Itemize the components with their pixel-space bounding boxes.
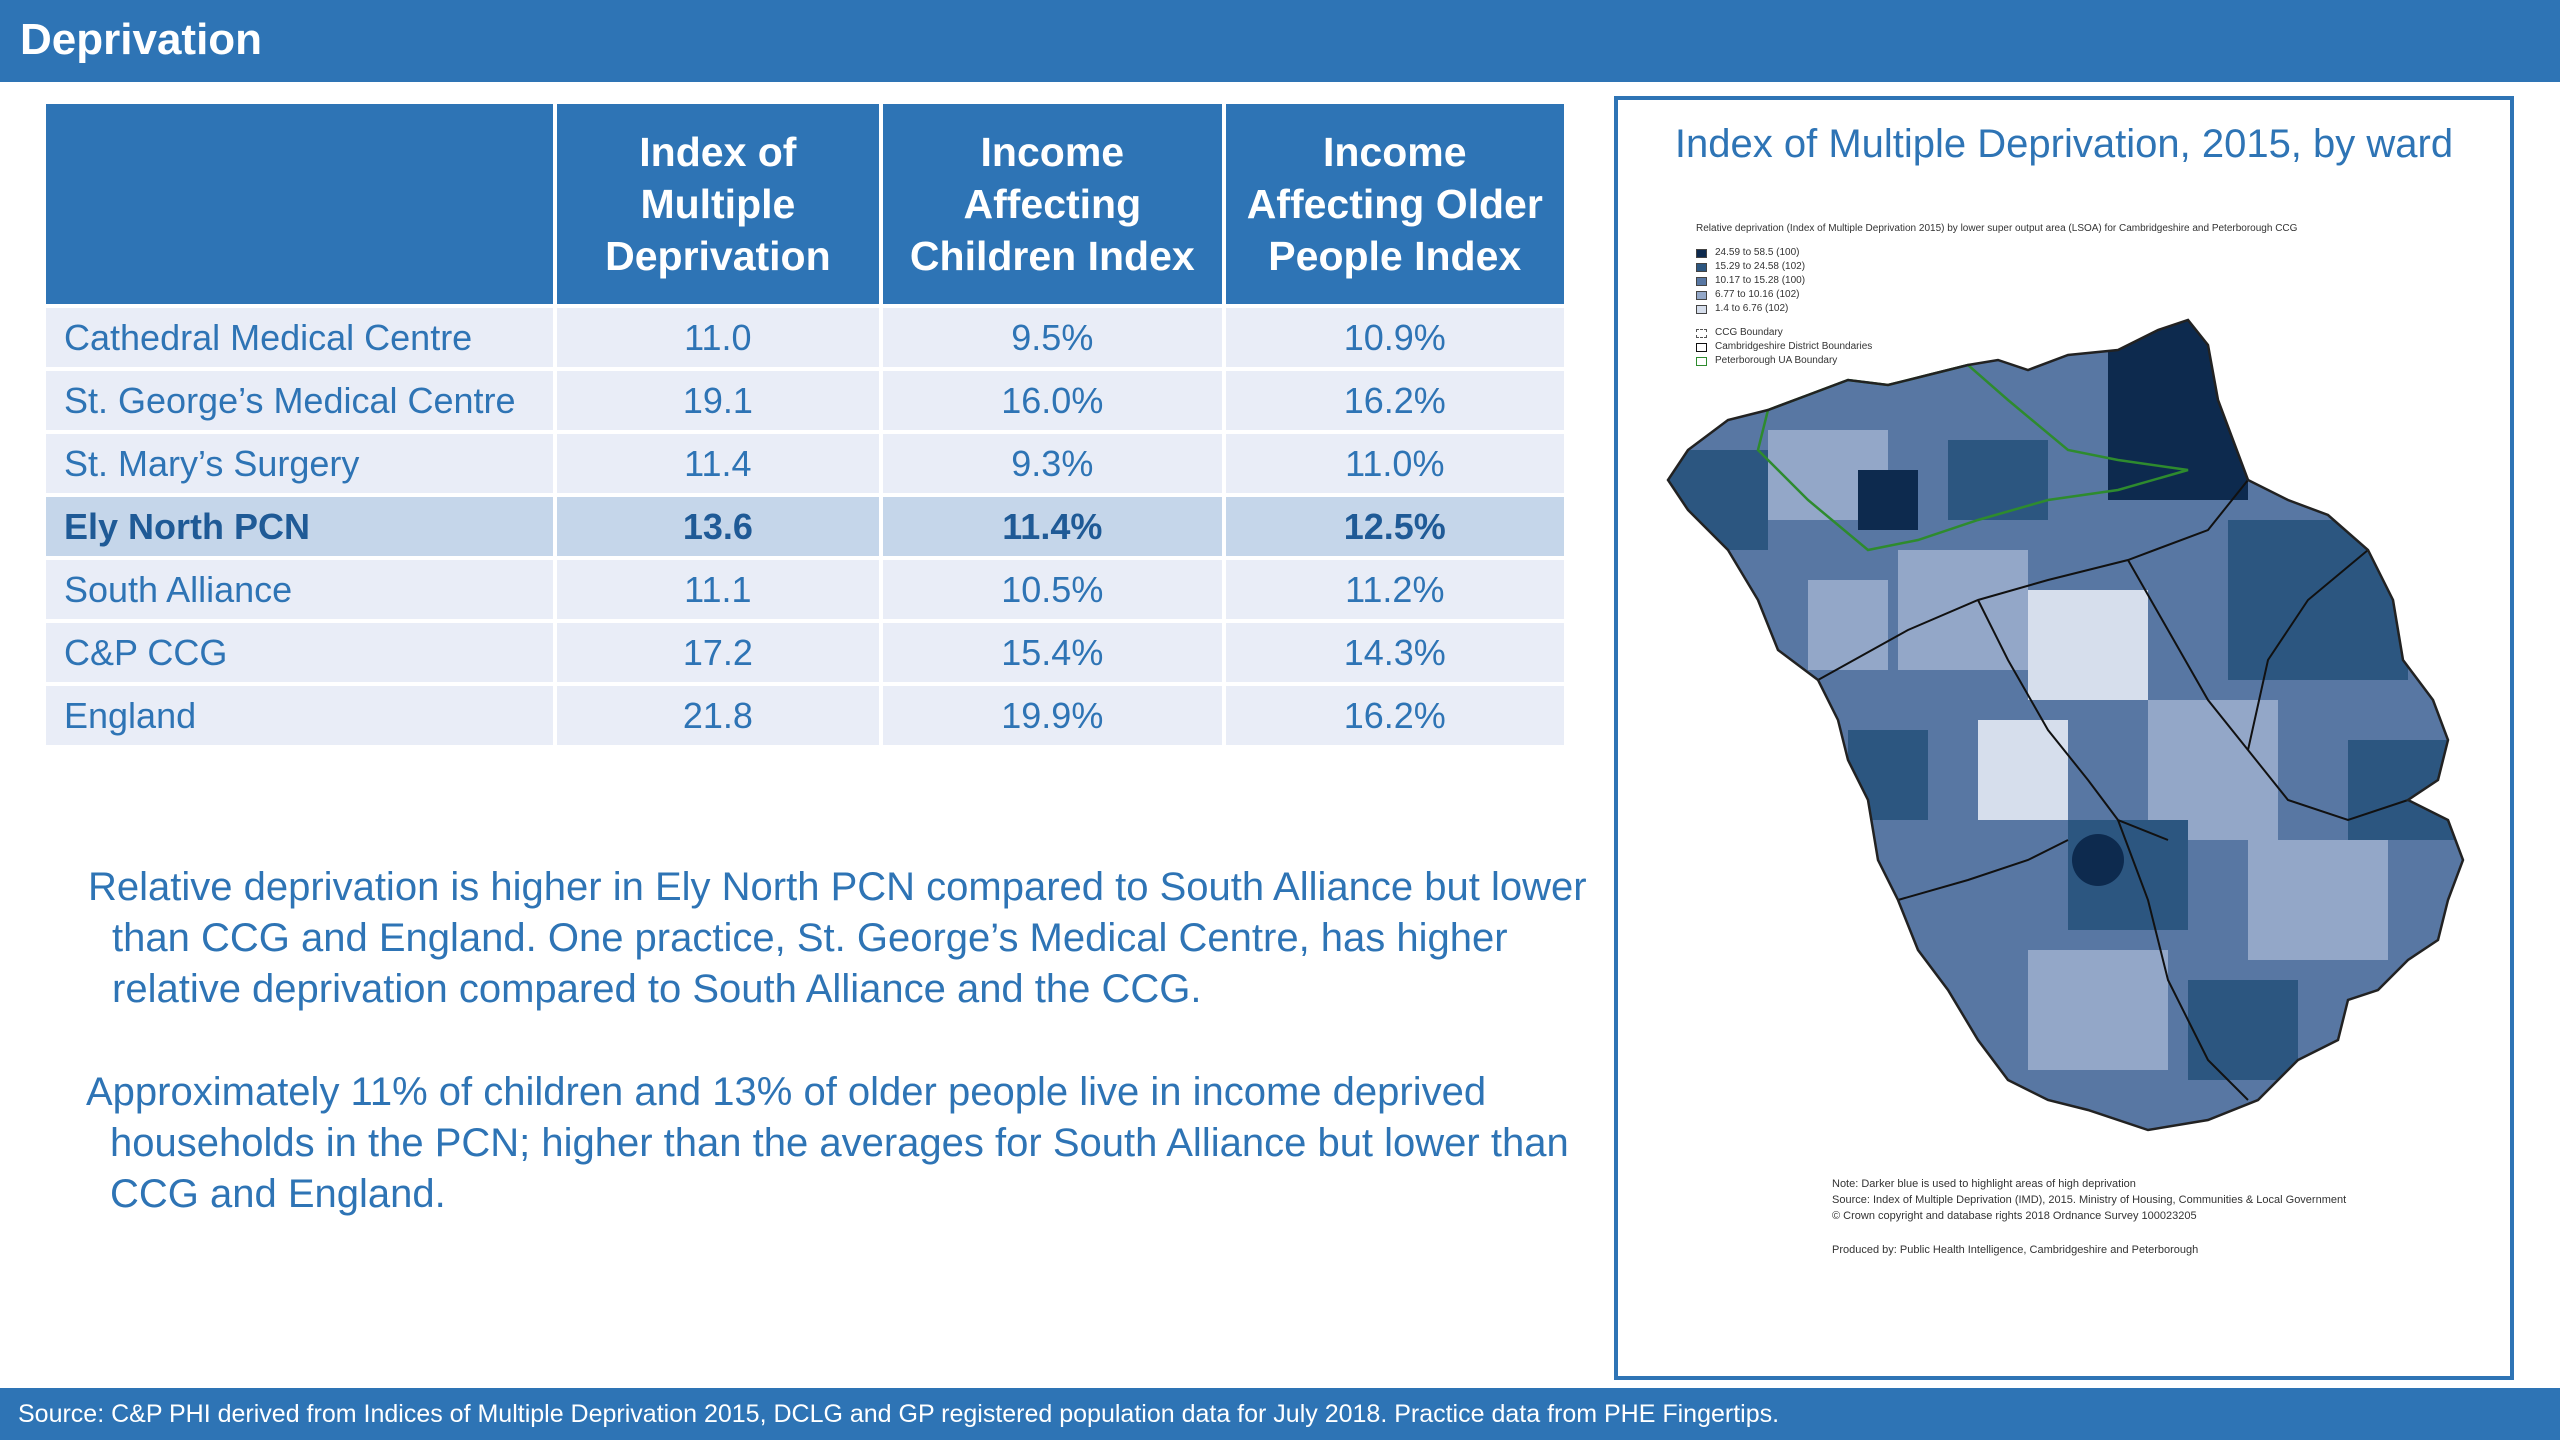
legend-label: CCG Boundary <box>1715 327 1783 338</box>
practice-name: C&P CCG <box>46 623 553 682</box>
legend-item: Cambridgeshire District Boundaries <box>1696 340 2316 354</box>
idaci-value: 15.4% <box>883 623 1222 682</box>
imd-value: 11.4 <box>556 434 880 493</box>
legend-swatch <box>1696 356 1707 366</box>
map-note: Note: Darker blue is used to highlight a… <box>1832 1178 2136 1190</box>
deprivation-table: Index of Multiple Deprivation Income Aff… <box>42 100 1568 749</box>
legend-label: 15.29 to 24.58 (102) <box>1715 261 1806 272</box>
deprivation-map <box>1666 318 2465 1132</box>
practice-name: Ely North PCN <box>46 497 553 556</box>
page-title: Deprivation <box>0 0 2560 82</box>
table-row: South Alliance 11.1 10.5% 11.2% <box>46 560 1564 619</box>
summary-paragraph: Approximately 11% of children and 13% of… <box>86 1070 1569 1216</box>
idaci-value: 9.3% <box>883 434 1222 493</box>
table-row: St. George’s Medical Centre 19.1 16.0% 1… <box>46 371 1564 430</box>
legend-label: Peterborough UA Boundary <box>1715 355 1838 366</box>
legend-swatch <box>1696 328 1707 338</box>
table-row: C&P CCG 17.2 15.4% 14.3% <box>46 623 1564 682</box>
table-header-row: Index of Multiple Deprivation Income Aff… <box>46 104 1564 304</box>
legend-title: Relative deprivation (Index of Multiple … <box>1696 223 2298 234</box>
legend-swatch <box>1696 342 1707 352</box>
imd-value: 13.6 <box>556 497 880 556</box>
idaopi-value: 10.9% <box>1225 308 1564 367</box>
map-copyright: © Crown copyright and database rights 20… <box>1832 1210 2197 1222</box>
map-title: Index of Multiple Deprivation, 2015, by … <box>1674 122 2454 166</box>
header-practice <box>46 104 553 304</box>
practice-name: South Alliance <box>46 560 553 619</box>
summary-text: Relative deprivation is higher in Ely No… <box>86 862 1588 1272</box>
imd-value: 19.1 <box>556 371 880 430</box>
legend-swatch <box>1696 262 1707 272</box>
idaci-value: 11.4% <box>883 497 1222 556</box>
table-row: Cathedral Medical Centre 11.0 9.5% 10.9% <box>46 308 1564 367</box>
legend-swatch <box>1696 276 1707 286</box>
header-idaopi: Income Affecting Older People Index <box>1225 104 1564 304</box>
practice-name: England <box>46 686 553 745</box>
idaopi-value: 16.2% <box>1225 686 1564 745</box>
header-idaci: Income Affecting Children Index <box>883 104 1222 304</box>
legend-swatch <box>1696 248 1707 258</box>
legend-swatch <box>1696 304 1707 314</box>
legend-item: Peterborough UA Boundary <box>1696 354 2316 368</box>
legend-label: 24.59 to 58.5 (100) <box>1715 247 1800 258</box>
idaci-value: 9.5% <box>883 308 1222 367</box>
imd-value: 11.0 <box>556 308 880 367</box>
practice-name: St. George’s Medical Centre <box>46 371 553 430</box>
imd-value: 17.2 <box>556 623 880 682</box>
legend-item: 6.77 to 10.16 (102) <box>1696 288 2316 302</box>
idaci-value: 19.9% <box>883 686 1222 745</box>
idaopi-value: 11.0% <box>1225 434 1564 493</box>
table-row: St. Mary’s Surgery 11.4 9.3% 11.0% <box>46 434 1564 493</box>
map-legend: Relative deprivation (Index of Multiple … <box>1696 222 2316 368</box>
summary-paragraph: Relative deprivation is higher in Ely No… <box>88 865 1587 1011</box>
legend-label: 10.17 to 15.28 (100) <box>1715 275 1806 286</box>
legend-item: CCG Boundary <box>1696 326 2316 340</box>
legend-label: 1.4 to 6.76 (102) <box>1715 303 1789 314</box>
imd-value: 11.1 <box>556 560 880 619</box>
legend-label: Cambridgeshire District Boundaries <box>1715 341 1873 352</box>
map-notes: Note: Darker blue is used to highlight a… <box>1832 1176 2346 1258</box>
practice-name: Cathedral Medical Centre <box>46 308 553 367</box>
legend-item: 10.17 to 15.28 (100) <box>1696 274 2316 288</box>
table-row-highlight: Ely North PCN 13.6 11.4% 12.5% <box>46 497 1564 556</box>
legend-item: 24.59 to 58.5 (100) <box>1696 246 2316 260</box>
legend-label: 6.77 to 10.16 (102) <box>1715 289 1800 300</box>
map-source: Source: Index of Multiple Deprivation (I… <box>1832 1194 2347 1206</box>
header-imd: Index of Multiple Deprivation <box>556 104 880 304</box>
map-panel: Index of Multiple Deprivation, 2015, by … <box>1614 96 2514 1380</box>
idaopi-value: 11.2% <box>1225 560 1564 619</box>
idaci-value: 10.5% <box>883 560 1222 619</box>
map-regions <box>1668 320 2463 1130</box>
idaci-value: 16.0% <box>883 371 1222 430</box>
district-boundaries <box>1817 479 2409 1101</box>
table-row: England 21.8 19.9% 16.2% <box>46 686 1564 745</box>
legend-item: 15.29 to 24.58 (102) <box>1696 260 2316 274</box>
legend-item: 1.4 to 6.76 (102) <box>1696 302 2316 316</box>
map-produced: Produced by: Public Health Intelligence,… <box>1832 1244 2199 1256</box>
idaopi-value: 12.5% <box>1225 497 1564 556</box>
source-footer: Source: C&P PHI derived from Indices of … <box>0 1388 2560 1440</box>
idaopi-value: 16.2% <box>1225 371 1564 430</box>
imd-value: 21.8 <box>556 686 880 745</box>
practice-name: St. Mary’s Surgery <box>46 434 553 493</box>
legend-swatch <box>1696 290 1707 300</box>
idaopi-value: 14.3% <box>1225 623 1564 682</box>
